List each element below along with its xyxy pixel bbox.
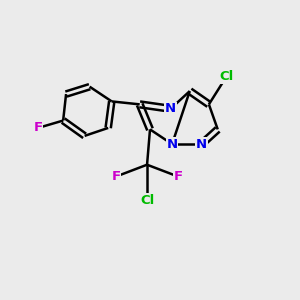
Text: F: F — [173, 170, 182, 183]
Text: Cl: Cl — [140, 194, 154, 207]
Text: Cl: Cl — [219, 70, 234, 83]
Text: F: F — [112, 170, 121, 183]
Text: F: F — [34, 122, 43, 134]
Text: N: N — [196, 138, 207, 151]
Text: N: N — [167, 138, 178, 151]
Text: N: N — [165, 102, 176, 115]
